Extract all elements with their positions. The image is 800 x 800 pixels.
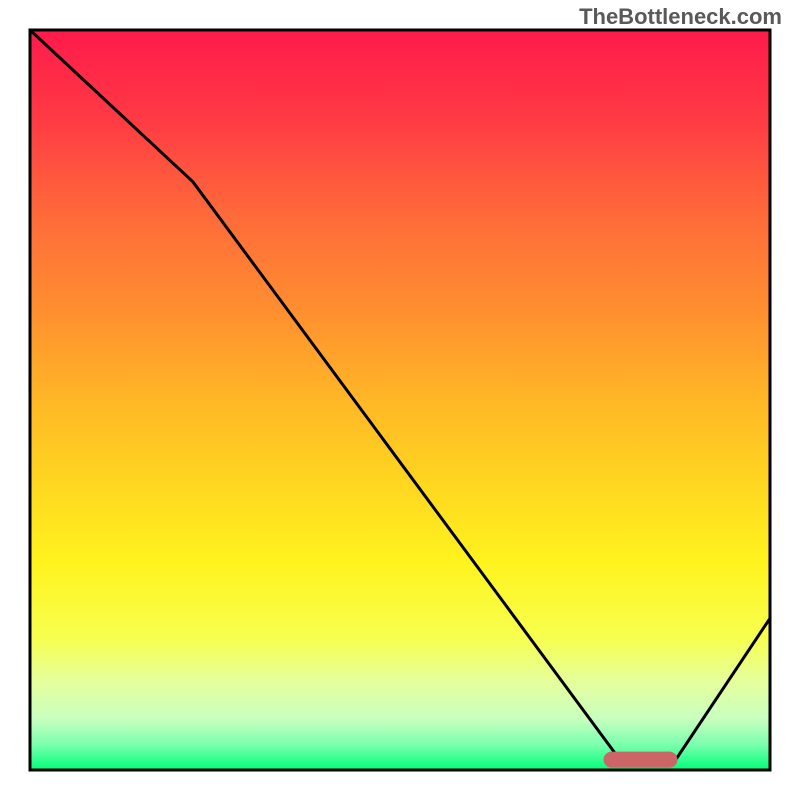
plot-background: [30, 30, 770, 770]
watermark-text: TheBottleneck.com: [579, 4, 782, 30]
plot-area: [30, 30, 770, 770]
optimal-marker: [604, 752, 678, 768]
chart-svg: [0, 0, 800, 800]
stage: TheBottleneck.com: [0, 0, 800, 800]
